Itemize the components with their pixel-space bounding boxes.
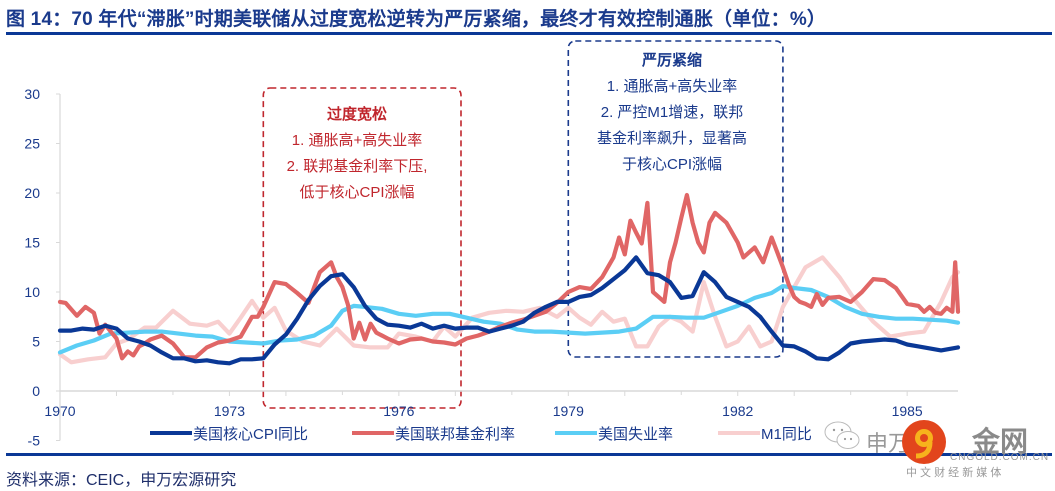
legend: 美国核心CPI同比 美国联邦基金利率 美国失业率 M1同比 (150, 426, 812, 443)
period-box-tight (567, 40, 784, 358)
watermark-tagline: 中 文 财 经 新 媒 体 (906, 467, 1002, 479)
series-line-unemployment-rate (57, 284, 961, 355)
x-tick-label: 1985 (892, 403, 923, 419)
period-box-loose (262, 87, 462, 409)
footer-divider (6, 453, 1052, 456)
watermark: 申万 金网 CNGOLD.COM.CN 中 文 财 经 新 媒 体 (822, 418, 1052, 480)
series-lines (57, 192, 961, 366)
axes: -5 0 5 10 15 20 25 30 1970 1973 1976 1979 1982 1985 (24, 86, 958, 449)
watermark-domain: CNGOLD.COM.CN (950, 452, 1050, 463)
source-note: 资料来源：CEIC，申万宏源研究 (6, 472, 237, 489)
watermark-brand: 金网 (972, 426, 1029, 457)
series-line-m1-yoy (57, 255, 961, 365)
legend-label-fed-funds-rate: 美国联邦基金利率 (395, 426, 515, 443)
wechat-icon (824, 421, 860, 449)
legend-label-unemployment-rate: 美国失业率 (598, 426, 673, 443)
x-tick-label: 1976 (383, 403, 414, 419)
annotation-loose-title: 过度宽松 (326, 106, 387, 123)
annotation-loose-line: 1. 通胀高+高失业率 (291, 132, 423, 149)
annotation-tight-title: 严厉紧缩 (641, 52, 702, 69)
series-line-core-cpi (57, 255, 961, 366)
y-tick-label: -5 (28, 433, 41, 449)
title-divider (6, 32, 1052, 35)
annotation-tight-line: 基金利率飙升，显著高 (596, 130, 747, 147)
y-tick-label: 20 (24, 185, 40, 201)
y-tick-label: 5 (32, 334, 40, 350)
x-tick-label: 1970 (44, 403, 75, 419)
x-tick-label: 1973 (214, 403, 245, 419)
annotation-tight: 严厉紧缩 1. 通胀高+高失业率 2. 严控M1增速，联邦 基金利率飙升，显著高… (566, 48, 778, 178)
annotation-loose-line: 低于核心CPI涨幅 (299, 184, 415, 201)
legend-label-core-cpi: 美国核心CPI同比 (193, 426, 308, 443)
annotation-tight-line: 于核心CPI涨幅 (621, 156, 722, 173)
annotation-loose: 过度宽松 1. 通胀高+高失业率 2. 联邦基金利率下压, 低于核心CPI涨幅 (262, 102, 452, 206)
y-tick-label: 25 (24, 136, 40, 152)
annotation-loose-line: 2. 联邦基金利率下压, (286, 158, 428, 175)
y-tick-label: 15 (24, 235, 40, 251)
annotation-tight-line: 1. 通胀高+高失业率 (606, 78, 738, 95)
y-tick-label: 0 (32, 383, 40, 399)
period-boxes (262, 40, 784, 409)
x-tick-label: 1982 (722, 403, 753, 419)
cngold-logo-icon (902, 420, 946, 464)
legend-label-m1-yoy: M1同比 (761, 426, 812, 443)
x-tick-label: 1979 (553, 403, 584, 419)
figure-title: 图 14：70 年代“滞胀”时期美联储从过度宽松逆转为严厉紧缩，最终才有效控制通… (6, 9, 827, 30)
annotation-tight-line: 2. 严控M1增速，联邦 (600, 104, 744, 121)
y-tick-label: 30 (24, 86, 40, 102)
y-tick-label: 10 (24, 284, 40, 300)
